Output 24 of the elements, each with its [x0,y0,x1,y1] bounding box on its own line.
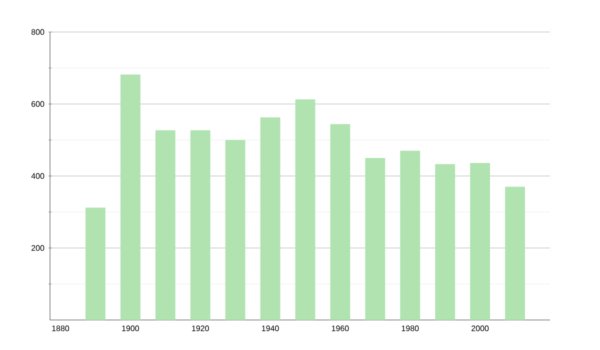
bar [470,163,490,320]
x-tick-label: 1960 [332,326,349,332]
x-tick-label: 2000 [472,326,489,332]
x-tick-label: 1920 [192,326,209,332]
y-tick-label: 600 [32,101,44,107]
bar [86,208,106,320]
y-tick-label: 800 [31,29,44,35]
bar [155,130,176,320]
bar [435,164,456,320]
bar [505,186,525,320]
x-tick-label: 1940 [262,326,279,332]
y-tick-label: 200 [32,245,44,251]
bar [295,99,316,320]
bar [365,158,386,320]
x-tick-label: 1900 [122,326,140,332]
bar [330,124,350,320]
y-tick-label: 400 [31,173,44,179]
bar [400,150,420,320]
x-tick-label: 1880 [52,326,70,332]
x-tick-label: 1980 [402,326,419,332]
bar [225,140,246,320]
bar [190,130,210,320]
bar [260,117,280,320]
bar [120,74,140,320]
